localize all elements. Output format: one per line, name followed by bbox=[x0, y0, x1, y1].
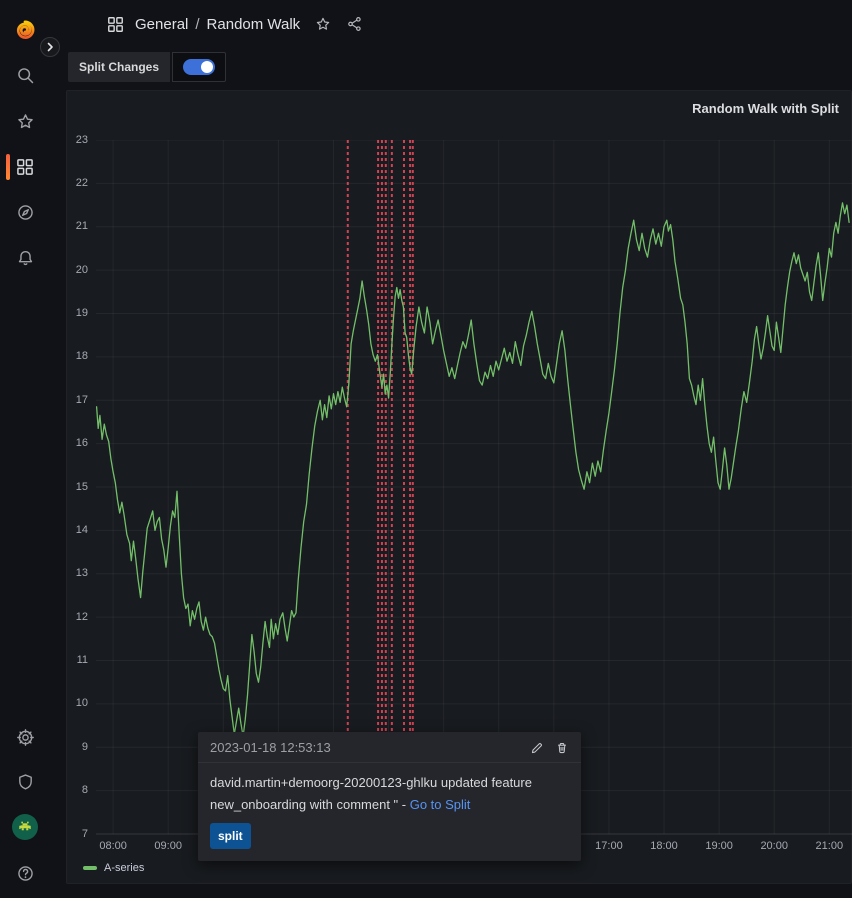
avatar bbox=[12, 814, 38, 840]
gear-icon bbox=[16, 728, 34, 746]
sidebar-expand-button[interactable] bbox=[40, 37, 60, 57]
sidebar-item-explore[interactable] bbox=[0, 194, 50, 230]
active-indicator-bar bbox=[6, 154, 10, 180]
y-tick-label: 13 bbox=[75, 567, 88, 580]
y-tick-label: 14 bbox=[75, 523, 88, 536]
legend-swatch bbox=[83, 866, 97, 870]
legend-item-a-series[interactable]: A-series bbox=[83, 862, 144, 874]
legend-label: A-series bbox=[104, 862, 145, 874]
sidebar-item-help[interactable] bbox=[0, 855, 50, 891]
toggle-knob bbox=[201, 61, 214, 73]
grafana-logo[interactable] bbox=[0, 12, 50, 48]
y-tick-label: 12 bbox=[75, 610, 88, 623]
x-tick-label: 19:00 bbox=[705, 840, 733, 852]
shield-icon bbox=[18, 773, 32, 789]
share-alt-icon bbox=[348, 17, 361, 31]
x-tick-label: 18:00 bbox=[650, 840, 678, 852]
panel-random-walk-with-split: Random Walk with Split 7 8 9 10 11 12 13 14 15 16… bbox=[66, 90, 852, 884]
help-circle-icon bbox=[17, 865, 33, 881]
y-tick-label: 16 bbox=[75, 437, 88, 450]
y-tick-label: 22 bbox=[75, 176, 88, 189]
sidebar-item-alerting[interactable] bbox=[0, 240, 50, 276]
star-dashboard-button[interactable] bbox=[314, 15, 332, 33]
apps-grid-icon bbox=[108, 16, 123, 32]
sidebar bbox=[0, 0, 50, 898]
y-tick-label: 7 bbox=[81, 827, 88, 840]
go-to-split-link[interactable]: Go to Split bbox=[409, 796, 471, 812]
sidebar-item-search[interactable] bbox=[0, 57, 50, 93]
y-tick-label: 18 bbox=[75, 350, 88, 363]
sidebar-item-dashboards[interactable] bbox=[0, 149, 50, 185]
compass-icon bbox=[17, 204, 33, 220]
y-axis: 7 8 9 10 11 12 13 14 15 16 17 18 19 20 21 22 23 bbox=[67, 134, 92, 840]
toggle-pill bbox=[183, 59, 216, 75]
search-icon bbox=[17, 67, 33, 83]
y-tick-label: 10 bbox=[75, 697, 88, 710]
y-tick-label: 19 bbox=[75, 307, 88, 319]
breadcrumb-dashboard-title[interactable]: Random Walk bbox=[206, 15, 301, 33]
sidebar-item-starred[interactable] bbox=[0, 103, 50, 139]
sidebar-item-configuration[interactable] bbox=[0, 719, 50, 755]
dashboards-grid-icon bbox=[17, 159, 33, 175]
split-changes-label: Split Changes bbox=[68, 52, 171, 82]
y-tick-label: 15 bbox=[75, 480, 88, 493]
invader-avatar-icon bbox=[19, 821, 31, 831]
y-tick-label: 11 bbox=[76, 654, 88, 666]
x-tick-label: 20:00 bbox=[760, 840, 788, 852]
y-tick-label: 20 bbox=[75, 263, 88, 276]
grafana-logo-icon bbox=[16, 20, 35, 39]
dashboard-controls: Split Changes bbox=[68, 52, 227, 82]
annotation-tooltip: 2023-01-18 12:53:13 david.martin+demoorg… bbox=[198, 732, 581, 861]
x-tick-label: 09:00 bbox=[154, 840, 182, 852]
annotation-timestamp: 2023-01-18 12:53:13 bbox=[210, 740, 331, 755]
top-navbar: General / Random Walk bbox=[50, 0, 852, 48]
bell-icon bbox=[18, 250, 32, 265]
series-line bbox=[95, 202, 850, 738]
annotation-body: david.martin+demoorg-20200123-ghlku upda… bbox=[198, 763, 581, 861]
annotation-tag-split[interactable]: split bbox=[210, 822, 251, 849]
sidebar-item-server-admin[interactable] bbox=[0, 764, 50, 800]
breadcrumb-folder[interactable]: General bbox=[135, 15, 189, 33]
star-icon bbox=[17, 113, 33, 128]
x-tick-label: 08:00 bbox=[99, 840, 127, 852]
share-dashboard-button[interactable] bbox=[346, 15, 364, 33]
panel-title[interactable]: Random Walk with Split bbox=[692, 101, 839, 116]
chevron-right-icon bbox=[47, 42, 53, 52]
y-tick-label: 9 bbox=[81, 740, 88, 753]
breadcrumb: General / Random Walk bbox=[135, 16, 300, 33]
y-tick-label: 21 bbox=[75, 220, 88, 233]
annotation-actions bbox=[530, 741, 569, 755]
annotation-message: david.martin+demoorg-20200123-ghlku upda… bbox=[210, 775, 532, 812]
sidebar-item-user-avatar[interactable] bbox=[0, 809, 50, 845]
x-tick-label: 21:00 bbox=[815, 840, 844, 852]
y-tick-label: 23 bbox=[75, 133, 88, 146]
breadcrumb-separator: / bbox=[195, 15, 200, 33]
star-icon bbox=[316, 17, 330, 30]
annotation-tooltip-header: 2023-01-18 12:53:13 bbox=[198, 732, 581, 763]
delete-trash-icon[interactable] bbox=[555, 741, 569, 755]
x-tick-label: 17:00 bbox=[595, 840, 623, 852]
split-changes-toggle[interactable] bbox=[172, 52, 227, 82]
y-tick-label: 8 bbox=[81, 784, 88, 797]
edit-pencil-icon[interactable] bbox=[530, 741, 544, 755]
y-tick-label: 17 bbox=[75, 393, 88, 406]
